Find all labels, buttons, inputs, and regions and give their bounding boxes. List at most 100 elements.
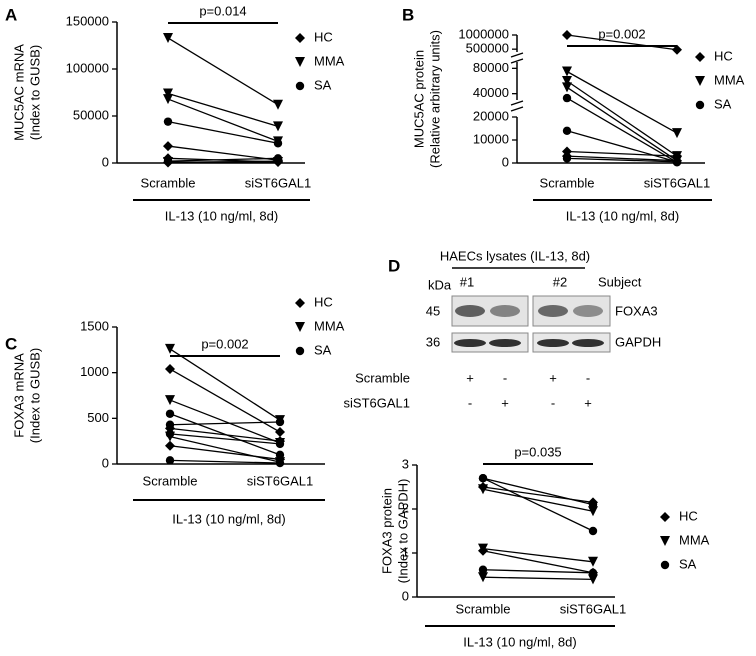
marker-diamond — [660, 512, 670, 522]
y-tick-label: 0 — [102, 455, 109, 470]
band — [455, 305, 485, 317]
condition-sign: + — [549, 370, 557, 385]
legend-label: MMA — [314, 53, 345, 68]
pair-line — [169, 445, 281, 461]
marker-diamond — [275, 427, 285, 438]
pair-line — [482, 576, 594, 581]
marker-diamond — [562, 30, 572, 40]
condition-sign: - — [503, 370, 507, 385]
marker-triangle — [163, 94, 173, 105]
y-tick-label: 1500 — [80, 318, 109, 333]
axis-break — [510, 106, 524, 112]
size-label: 36 — [426, 334, 440, 349]
pair-line — [482, 547, 594, 563]
marker-circle — [672, 157, 682, 167]
legend-label: SA — [314, 342, 332, 357]
pair-line — [167, 157, 279, 162]
marker-triangle — [695, 76, 705, 86]
axis-break — [510, 58, 524, 64]
marker-triangle — [165, 431, 175, 442]
marker-circle — [275, 417, 285, 427]
y-tick-label: 0 — [502, 154, 509, 169]
band — [489, 339, 521, 347]
x-tick-label: siST6GAL1 — [245, 175, 311, 190]
band — [573, 305, 603, 317]
size-label: 45 — [426, 303, 440, 318]
blot-image — [532, 332, 611, 353]
blot-header: HAECs lysates (IL-13, 8d) — [440, 248, 590, 263]
pair-line — [566, 34, 678, 51]
x-axis-label: IL-13 (10 ng/ml, 8d) — [172, 511, 285, 526]
y-axis-label: FOXA3 protein — [379, 488, 394, 574]
marker-diamond — [165, 440, 175, 451]
condition-label: Scramble — [355, 370, 410, 385]
y-axis-label: (Index to GUSB) — [27, 348, 42, 443]
marker-circle — [275, 439, 285, 449]
pair-line — [566, 150, 678, 157]
condition-sign: + — [501, 395, 509, 410]
marker-circle — [295, 346, 305, 356]
x-axis-label: IL-13 (10 ng/ml, 8d) — [463, 634, 576, 649]
pair-line — [167, 92, 279, 127]
marker-triangle — [588, 506, 598, 517]
marker-diamond — [695, 52, 705, 62]
marker-triangle — [588, 574, 598, 585]
y-tick-label: 1000 — [80, 364, 109, 379]
marker-diamond — [478, 545, 488, 556]
marker-diamond — [295, 33, 305, 43]
marker-circle — [163, 117, 173, 126]
condition-sign: + — [466, 370, 474, 385]
marker-circle — [478, 565, 488, 574]
marker-triangle — [295, 322, 305, 332]
legend-label: HC — [314, 29, 333, 44]
x-tick-label: Scramble — [540, 175, 595, 190]
pair-line — [167, 121, 279, 144]
y-axis-label: (Index to GUSB) — [27, 45, 42, 140]
pair-line — [482, 550, 594, 574]
marker-triangle — [163, 88, 173, 99]
pair-line — [169, 427, 281, 442]
y-tick-label: 150000 — [66, 13, 109, 28]
pair-line — [482, 488, 594, 512]
band — [537, 339, 569, 347]
panel-letter: B — [402, 5, 414, 24]
panel-letter: D — [388, 256, 400, 275]
y-tick-label: 50000 — [73, 107, 109, 122]
y-tick-label: 20000 — [473, 108, 509, 123]
kda-label: kDa — [428, 277, 452, 292]
marker-diamond — [672, 44, 682, 55]
x-tick-label: siST6GAL1 — [644, 175, 710, 190]
p-value: p=0.014 — [199, 3, 246, 18]
x-tick-label: siST6GAL1 — [247, 473, 313, 488]
axis-break — [510, 100, 524, 106]
pair-line — [566, 86, 678, 162]
subject-label: Subject — [598, 274, 642, 289]
pair-line — [169, 433, 281, 445]
marker-circle — [660, 560, 670, 570]
marker-diamond — [165, 364, 175, 375]
marker-triangle — [672, 128, 682, 139]
legend-label: HC — [679, 508, 698, 523]
marker-circle — [478, 474, 488, 483]
pair-line — [566, 70, 678, 134]
panel-letter: A — [5, 5, 17, 24]
marker-circle — [273, 139, 283, 148]
x-axis-label: IL-13 (10 ng/ml, 8d) — [566, 208, 679, 223]
pair-line — [482, 569, 594, 574]
y-tick-label: 500000 — [466, 41, 509, 56]
pair-line — [169, 399, 281, 444]
pair-line — [167, 160, 279, 164]
pair-line — [169, 421, 281, 426]
y-tick-label: 3 — [402, 456, 409, 471]
x-tick-label: Scramble — [141, 175, 196, 190]
marker-triangle — [562, 66, 572, 77]
marker-triangle — [295, 57, 305, 67]
pair-line — [566, 80, 678, 157]
marker-triangle — [660, 536, 670, 546]
marker-circle — [275, 458, 285, 468]
marker-circle — [695, 100, 705, 110]
marker-circle — [588, 526, 598, 536]
marker-triangle — [588, 556, 598, 567]
p-value: p=0.002 — [598, 26, 645, 41]
pair-line — [566, 155, 678, 162]
